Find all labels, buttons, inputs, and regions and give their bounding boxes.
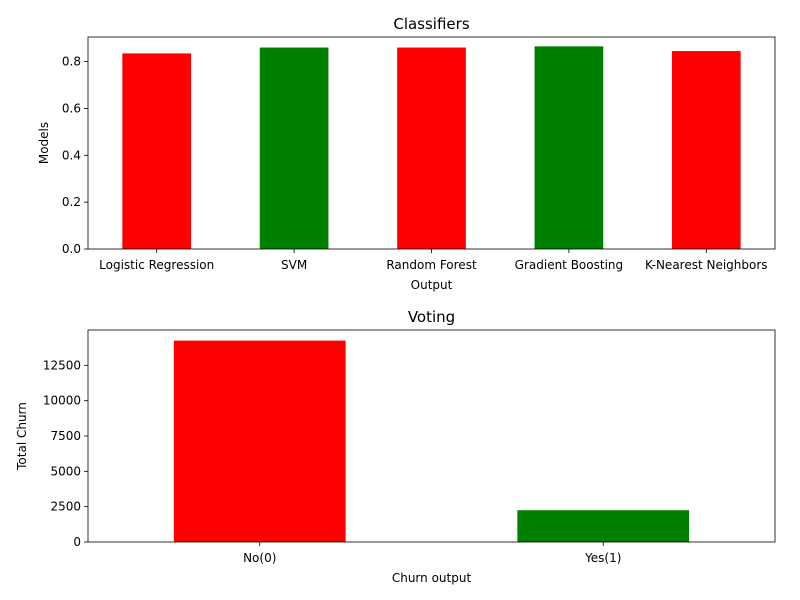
classifiers-y-tick-label-4: 0.8 bbox=[62, 55, 81, 69]
classifiers-x-axis-label: Output bbox=[411, 278, 453, 292]
classifiers-y-tick-label-1: 0.2 bbox=[62, 195, 81, 209]
voting-y-tick-label-3: 7500 bbox=[50, 429, 81, 443]
classifiers-title: Classifiers bbox=[393, 15, 469, 33]
classifiers-bar-4 bbox=[671, 51, 741, 249]
voting-title: Voting bbox=[408, 308, 455, 326]
classifiers-y-axis-label: Models bbox=[37, 122, 51, 164]
voting-y-tick-label-0: 0 bbox=[73, 535, 81, 549]
classifiers-bar-2 bbox=[397, 47, 466, 249]
classifiers-y-tick-label-3: 0.6 bbox=[62, 101, 81, 115]
classifiers-x-tick-label-0: Logistic Regression bbox=[99, 258, 214, 272]
classifiers-chart: Logistic Regression SVM Random Forest Gradi… bbox=[37, 15, 776, 292]
voting-x-tick-label-0: No(0) bbox=[243, 551, 276, 565]
voting-chart: No(0) Yes(1) 0 2500 5000 7500 10000 12500 Voting… bbox=[15, 308, 776, 585]
voting-axes-frame bbox=[87, 329, 776, 543]
classifiers-x-tick-label-2: Random Forest bbox=[386, 258, 477, 272]
classifiers-bar-1 bbox=[259, 47, 329, 249]
voting-bar-1 bbox=[517, 510, 690, 542]
classifiers-bar-0 bbox=[122, 53, 192, 249]
voting-y-tick-label-4: 10000 bbox=[43, 394, 81, 408]
voting-y-tick-label-1: 2500 bbox=[50, 500, 81, 514]
classifiers-x-tick-label-1: SVM bbox=[281, 258, 307, 272]
voting-bar-0 bbox=[173, 340, 346, 542]
voting-y-axis-label: Total Churn bbox=[15, 402, 29, 471]
voting-x-tick-label-1: Yes(1) bbox=[584, 551, 621, 565]
voting-x-axis-label: Churn output bbox=[392, 571, 472, 585]
classifiers-x-tick-label-3: Gradient Boosting bbox=[515, 258, 623, 272]
classifiers-y-tick-label-0: 0.0 bbox=[62, 242, 81, 256]
classifiers-x-tick-label-4: K-Nearest Neighbors bbox=[645, 258, 768, 272]
classifiers-bar-3 bbox=[534, 46, 604, 250]
classifiers-y-tick-label-2: 0.4 bbox=[62, 148, 81, 162]
classifiers-axes-frame bbox=[87, 36, 776, 250]
voting-y-tick-label-2: 5000 bbox=[50, 464, 81, 478]
voting-y-tick-label-5: 12500 bbox=[43, 358, 81, 372]
